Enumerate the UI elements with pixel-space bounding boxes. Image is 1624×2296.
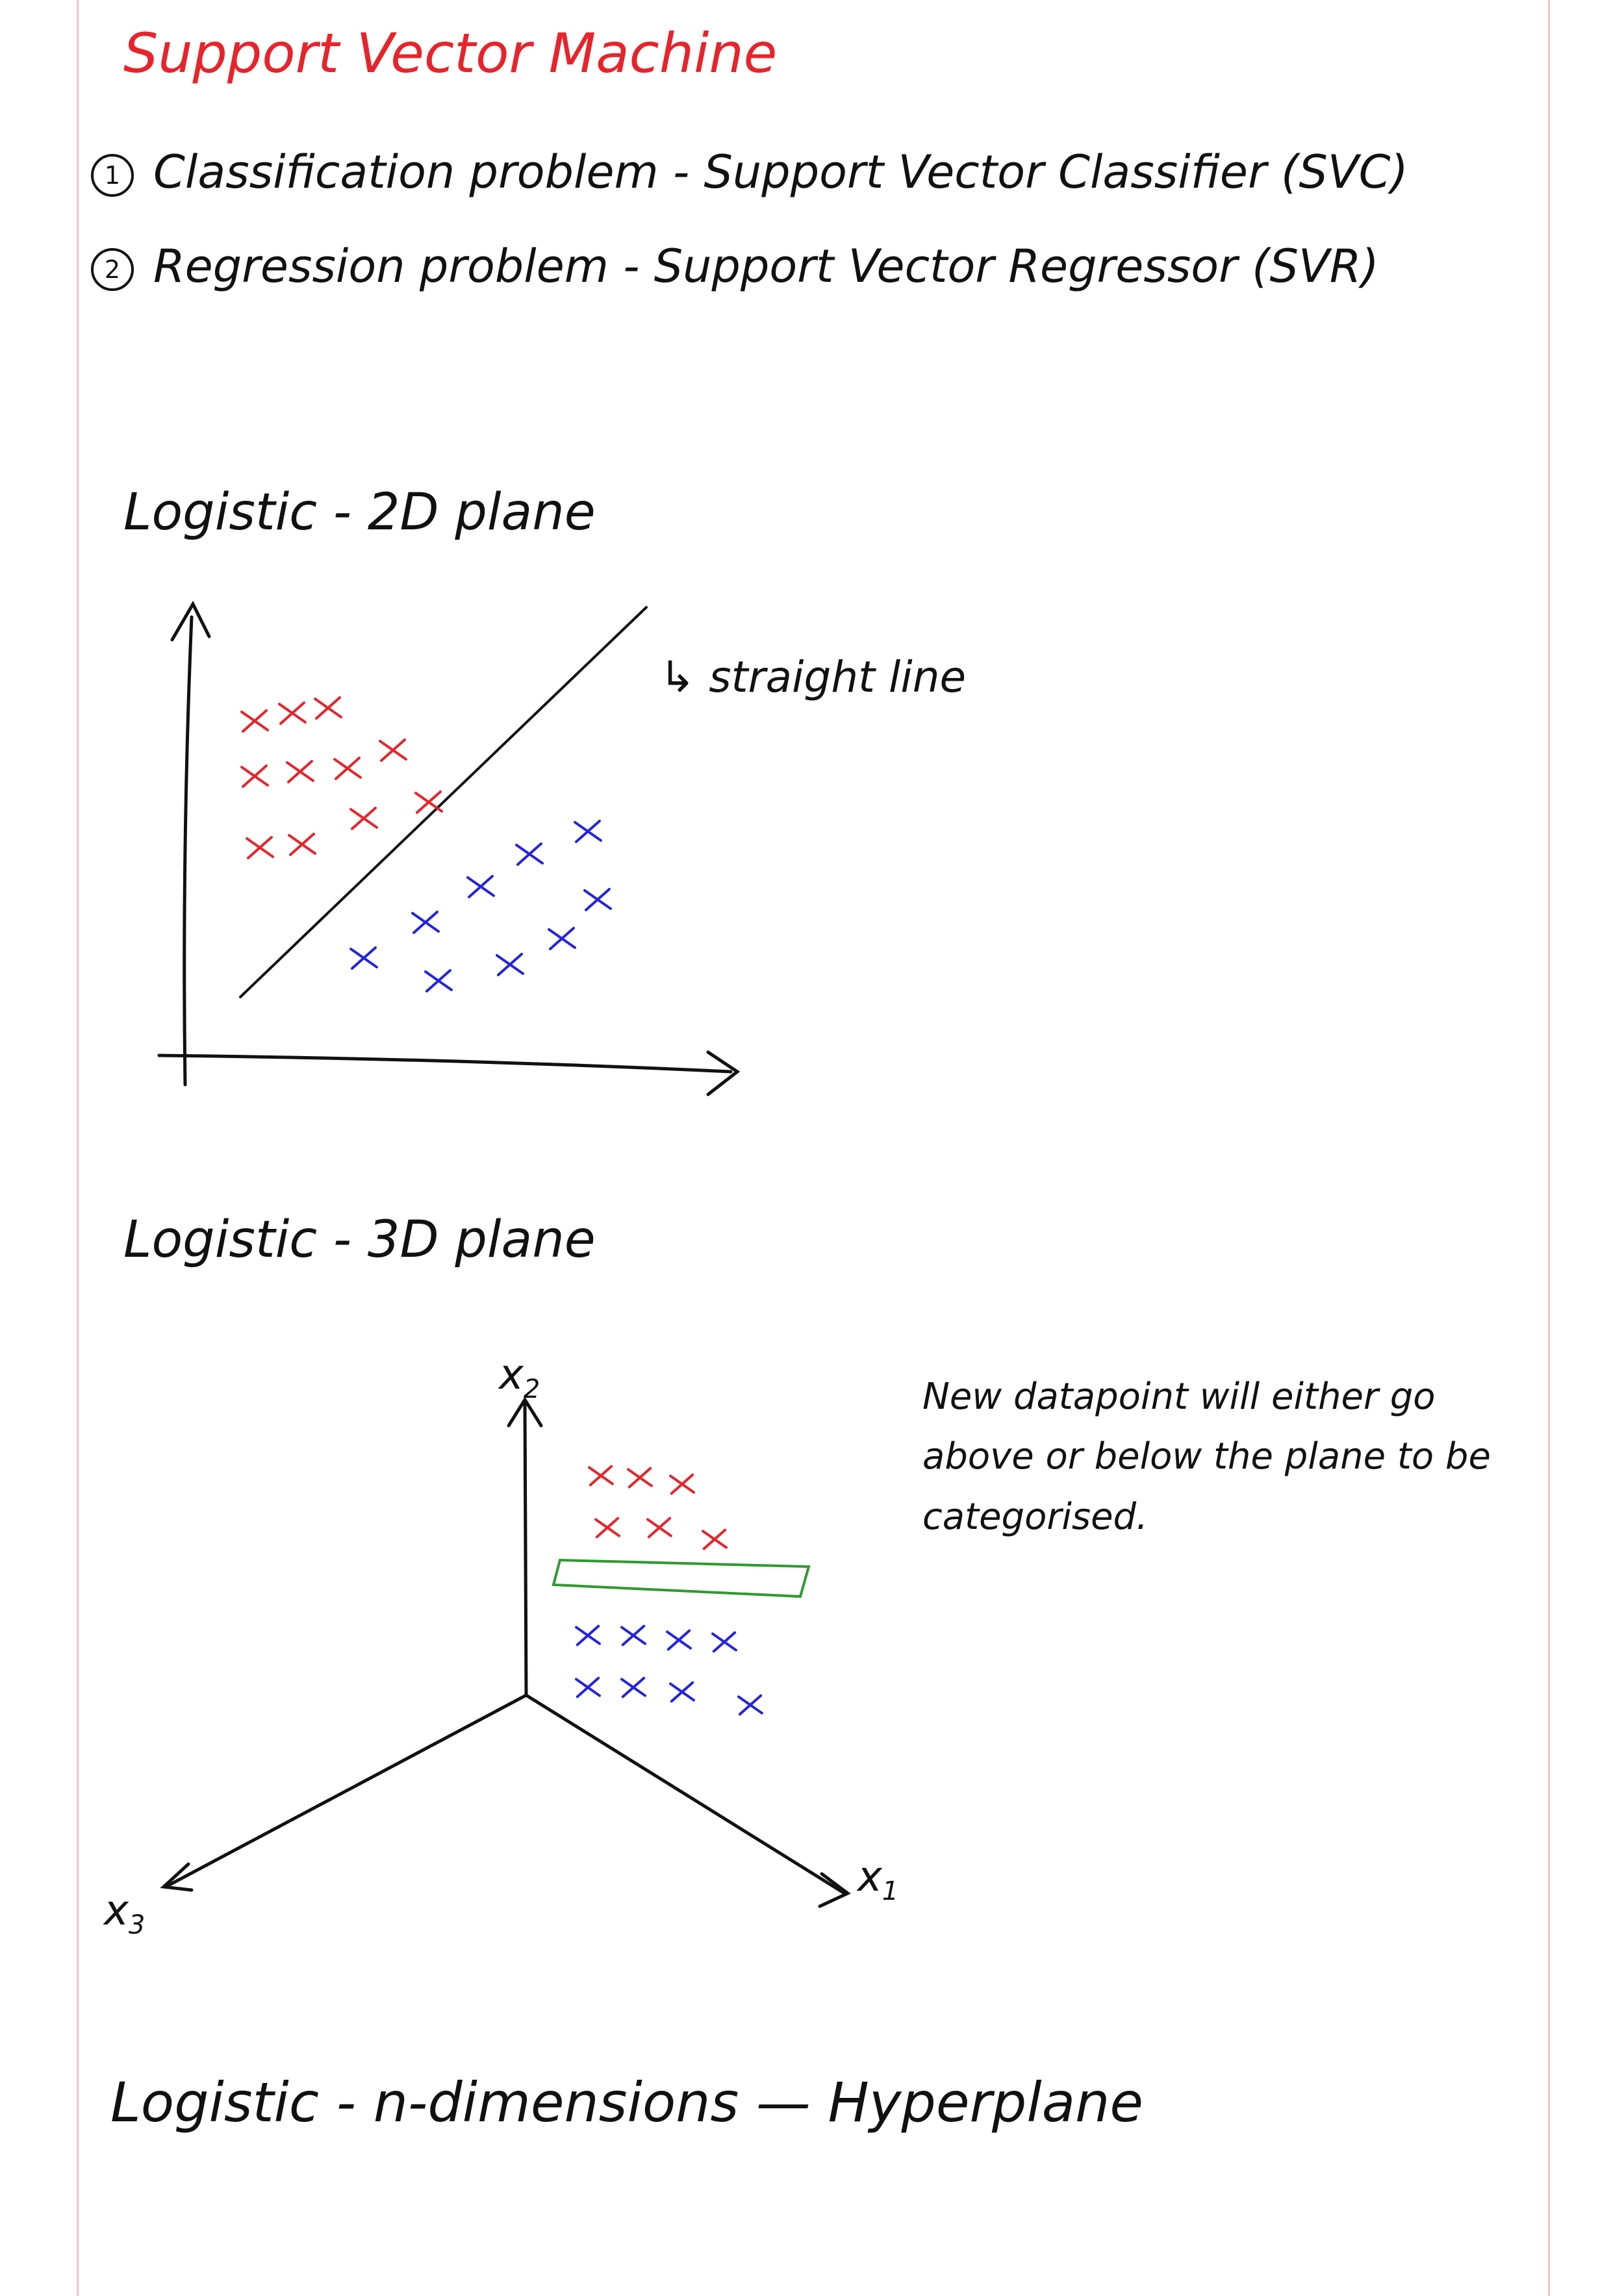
cross-marker-icon	[620, 1676, 646, 1698]
cross-marker-icon	[288, 833, 316, 856]
cross-marker-icon	[669, 1473, 695, 1495]
cross-marker-icon	[240, 764, 269, 788]
arrow-up-icon	[170, 600, 211, 642]
cross-marker-icon	[711, 1631, 737, 1653]
cross-marker-icon	[515, 842, 544, 866]
y-axis-2d	[183, 615, 194, 1087]
circled-number-icon: 2	[91, 247, 134, 291]
cross-marker-icon	[333, 757, 362, 780]
right-margin-line	[1548, 0, 1550, 2296]
cross-marker-icon	[620, 1624, 646, 1646]
cross-marker-icon	[349, 807, 378, 830]
cross-marker-icon	[349, 946, 378, 970]
cross-marker-icon	[240, 709, 269, 733]
cross-marker-icon	[702, 1528, 728, 1550]
arrow-up-icon	[507, 1396, 543, 1428]
cross-marker-icon	[286, 760, 314, 783]
cross-marker-icon	[669, 1681, 695, 1703]
cross-marker-icon	[583, 888, 612, 911]
cross-marker-icon	[646, 1517, 672, 1539]
axis-label-x1: x1	[857, 1853, 899, 1906]
cross-marker-icon	[575, 1676, 601, 1698]
list-item-text: Classification problem - Support Vector …	[153, 145, 1408, 199]
x3-axis-3d	[164, 1693, 528, 1889]
list-item-classification: 1 Classification problem - Support Vector…	[91, 149, 1408, 197]
new-datapoint-note: New datapoint will either go above or be…	[922, 1376, 1491, 1538]
cross-marker-icon	[666, 1629, 692, 1651]
cross-marker-icon	[414, 790, 443, 814]
blue-points-3d	[575, 1624, 763, 1716]
list-item-regression: 2 Regression problem - Support Vector Reg…	[91, 244, 1379, 291]
cross-marker-icon	[424, 969, 453, 992]
heading-3d-plane: Logistic - 3D plane	[123, 1211, 596, 1269]
left-margin-line	[77, 0, 79, 2296]
cross-marker-icon	[594, 1517, 620, 1539]
axis-label-x2: x2	[499, 1351, 540, 1404]
diagram-3d	[160, 1396, 851, 1908]
list-item-text: Regression problem - Support Vector Regr…	[153, 240, 1379, 293]
cross-marker-icon	[574, 820, 602, 843]
cross-marker-icon	[246, 836, 274, 859]
cross-marker-icon	[379, 738, 407, 762]
cross-marker-icon	[627, 1467, 653, 1489]
cross-marker-icon	[466, 875, 495, 898]
heading-n-dimensions: Logistic - n-dimensions — Hyperplane	[110, 2071, 1144, 2134]
cross-marker-icon	[588, 1465, 614, 1487]
diagram-2d	[157, 600, 741, 1096]
separating-line-2d	[239, 606, 648, 998]
cross-marker-icon	[496, 953, 524, 976]
axis-label-x3: x3	[104, 1887, 146, 1940]
red-points-3d	[588, 1465, 728, 1550]
cross-marker-icon	[278, 701, 307, 725]
x2-axis-3d	[523, 1401, 528, 1697]
cross-marker-icon	[314, 696, 342, 720]
page-title: Support Vector Machine	[123, 21, 778, 85]
x1-axis-3d	[524, 1693, 846, 1895]
arrow-right-icon	[818, 1872, 851, 1908]
arrow-right-icon	[706, 1050, 741, 1096]
circled-number-icon: 1	[91, 153, 134, 197]
cross-marker-icon	[411, 911, 440, 934]
x-axis-2d	[157, 1053, 733, 1074]
arrow-left-icon	[160, 1862, 194, 1892]
blue-points-2d	[349, 820, 612, 992]
cross-marker-icon	[575, 1624, 601, 1646]
cross-marker-icon	[737, 1694, 763, 1716]
straight-line-annotation: ↳ straight line	[659, 652, 967, 702]
red-points-2d	[240, 696, 443, 859]
cross-marker-icon	[548, 927, 576, 950]
hyperplane-3d	[552, 1558, 811, 1598]
heading-2d-plane: Logistic - 2D plane	[123, 483, 596, 542]
